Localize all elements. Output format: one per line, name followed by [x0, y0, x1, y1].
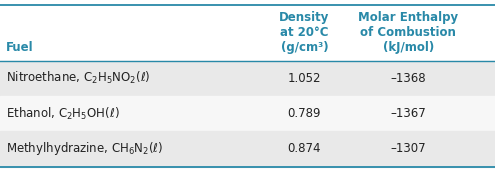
Bar: [0, 131, 495, 167]
Bar: [0, 96, 495, 131]
Text: Nitroethane, $\mathregular{C_2H_5NO_2}$(ℓ): Nitroethane, $\mathregular{C_2H_5NO_2}$(…: [6, 70, 150, 87]
Text: Density
at 20°C
(g/cm³): Density at 20°C (g/cm³): [279, 11, 330, 54]
Text: –1368: –1368: [391, 72, 426, 85]
Text: Fuel: Fuel: [6, 41, 34, 54]
Text: Ethanol, $\mathregular{C_2H_5}$OH(ℓ): Ethanol, $\mathregular{C_2H_5}$OH(ℓ): [6, 106, 120, 122]
Text: Molar Enthalpy
of Combustion
(kJ/mol): Molar Enthalpy of Combustion (kJ/mol): [358, 11, 458, 54]
Text: –1367: –1367: [391, 107, 426, 120]
Text: 1.052: 1.052: [288, 72, 321, 85]
Text: –1307: –1307: [391, 142, 426, 156]
Text: 0.874: 0.874: [288, 142, 321, 156]
Bar: [0, 61, 495, 96]
Text: Methylhydrazine, $\mathregular{CH_6N_2}$(ℓ): Methylhydrazine, $\mathregular{CH_6N_2}$…: [6, 140, 163, 157]
Text: 0.789: 0.789: [288, 107, 321, 120]
